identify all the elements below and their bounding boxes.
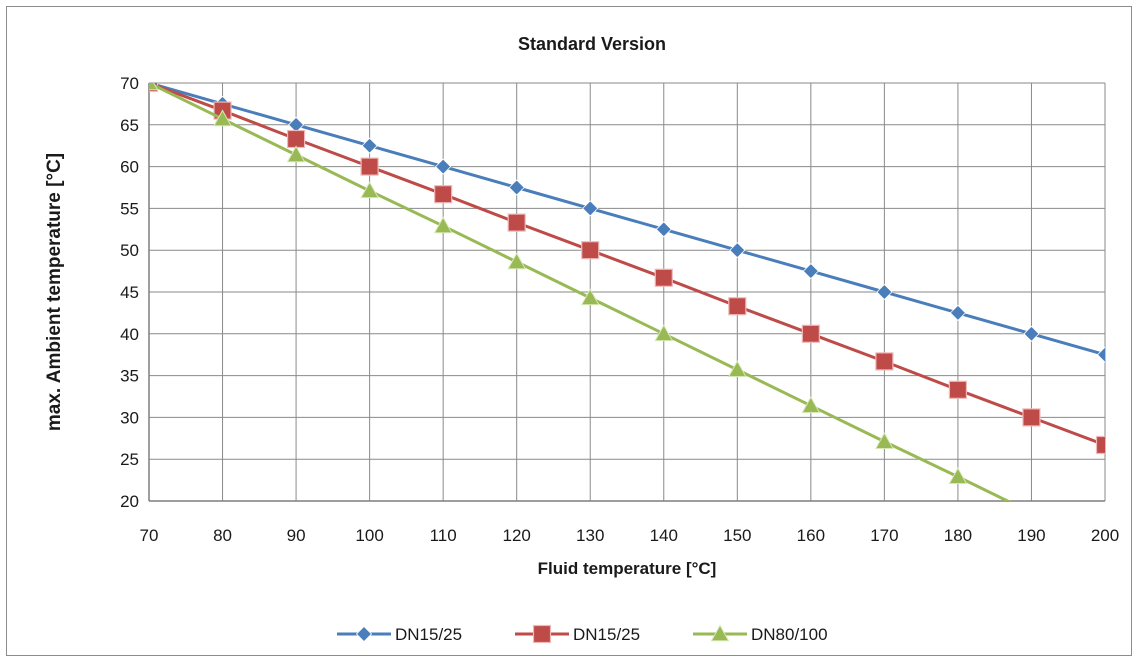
y-tick-label: 35 [120, 367, 139, 386]
legend-marker [355, 625, 373, 643]
x-tick-label: 190 [1017, 526, 1045, 545]
legend: DN15/25 DN15/25 DN80/100 [337, 624, 828, 644]
legend-label: DN15/25 [573, 625, 640, 644]
series-3 [149, 83, 1011, 501]
y-tick-labels: 20 25 30 35 40 45 50 55 60 65 70 [120, 74, 139, 511]
data-point [875, 432, 894, 449]
series-line [149, 83, 1105, 447]
axes [148, 83, 1105, 502]
legend-item: DN15/25 [337, 625, 462, 644]
x-tick-label: 90 [287, 526, 306, 545]
data-point [654, 324, 674, 342]
data-point [801, 396, 821, 413]
data-point [507, 252, 527, 270]
y-tick-label: 50 [120, 241, 139, 260]
legend-item: DN15/25 [515, 624, 640, 644]
data-point [435, 158, 452, 175]
y-tick-label: 60 [120, 158, 139, 177]
data-point [801, 324, 820, 343]
data-point [655, 221, 672, 238]
data-point [213, 109, 232, 127]
x-tick-labels: 70 80 90 100 110 120 130 140 150 160 170 180 190 200 [140, 526, 1120, 545]
chart-frame: Standard Version 70 80 90 100 110 120 130 140 15… [6, 6, 1132, 656]
x-tick-label: 120 [503, 526, 531, 545]
x-tick-label: 130 [576, 526, 604, 545]
data-point [286, 145, 306, 163]
data-point [1022, 408, 1041, 427]
series-line [149, 83, 1011, 501]
data-point [728, 297, 747, 316]
y-tick-label: 70 [120, 74, 139, 93]
x-tick-label: 100 [355, 526, 383, 545]
chart-title: Standard Version [518, 34, 666, 54]
data-point [948, 380, 968, 399]
legend-label: DN80/100 [751, 625, 828, 644]
data-point [1023, 325, 1040, 342]
data-point [802, 263, 819, 280]
data-point [1095, 435, 1105, 455]
y-tick-label: 55 [120, 199, 139, 218]
y-tick-label: 25 [120, 450, 139, 469]
data-point [360, 181, 379, 199]
y-tick-label: 20 [120, 492, 139, 511]
data-point [434, 185, 453, 204]
x-tick-label: 70 [140, 526, 159, 545]
x-tick-label: 160 [797, 526, 825, 545]
y-tick-label: 40 [120, 325, 139, 344]
data-point [580, 288, 600, 306]
y-axis-label: max. Ambient temperature [°C] [44, 153, 65, 431]
data-point [1096, 346, 1105, 363]
data-point [876, 283, 893, 301]
data-point [507, 213, 526, 232]
x-tick-label: 200 [1091, 526, 1119, 545]
data-point [948, 467, 968, 485]
data-point [582, 200, 599, 217]
x-axis-label: Fluid temperature [°C] [538, 559, 717, 578]
data-point [729, 242, 746, 259]
data-point [149, 83, 159, 91]
x-tick-label: 140 [650, 526, 678, 545]
data-point [433, 216, 453, 234]
series-1 [149, 83, 1105, 363]
data-point [949, 304, 966, 321]
x-tick-label: 80 [213, 526, 232, 545]
x-tick-label: 170 [870, 526, 898, 545]
legend-marker [532, 624, 552, 644]
legend-label: DN15/25 [395, 625, 462, 644]
y-tick-label: 45 [120, 283, 139, 302]
data-point [508, 179, 525, 196]
data-point [286, 129, 306, 149]
data-point [875, 352, 894, 371]
y-tick-label: 65 [120, 116, 139, 135]
data-point [727, 360, 747, 378]
data-point [360, 157, 379, 176]
legend-marker [710, 624, 730, 642]
x-tick-label: 150 [723, 526, 751, 545]
series-2 [149, 83, 1105, 455]
x-tick-label: 180 [944, 526, 972, 545]
legend-item: DN80/100 [693, 624, 828, 644]
data-point [361, 137, 378, 154]
line-chart: Standard Version 70 80 90 100 110 120 130 140 15… [44, 34, 1120, 644]
series-line [149, 83, 1105, 357]
series-group [149, 83, 1105, 501]
y-tick-label: 30 [120, 408, 139, 427]
data-point [581, 241, 600, 260]
data-point [654, 268, 673, 287]
x-tick-label: 110 [430, 526, 457, 545]
